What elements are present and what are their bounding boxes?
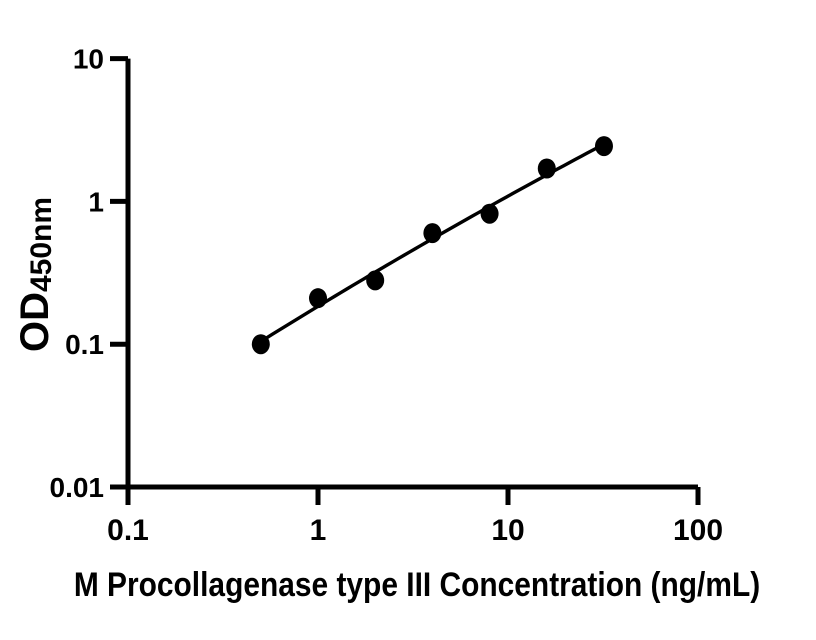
x-tick-label: 10 (491, 514, 524, 547)
axis-spines (125, 58, 698, 490)
data-point (480, 203, 499, 224)
y-tick-label: 0.01 (50, 472, 105, 503)
x-tick-label: 100 (673, 514, 723, 547)
y-axis-label-main: OD (13, 292, 57, 352)
data-point (309, 288, 327, 309)
data-point (537, 158, 556, 179)
data-point (423, 223, 442, 244)
y-tick-label: 10 (73, 44, 104, 75)
data-point (366, 270, 385, 291)
data-point (251, 334, 270, 355)
data-layer (251, 136, 613, 355)
y-tick-label: 1 (88, 186, 104, 217)
data-point (594, 136, 613, 157)
x-tick-label: 0.1 (107, 514, 149, 547)
y-axis-label-subscript: 450nm (25, 197, 58, 292)
x-axis-title: M Procollagenase type III Concentration … (74, 565, 760, 603)
y-axis-label: OD450nm (13, 197, 58, 352)
y-tick-label: 0.1 (65, 329, 104, 360)
x-tick-label: 1 (310, 514, 327, 547)
axes-layer (110, 56, 701, 505)
